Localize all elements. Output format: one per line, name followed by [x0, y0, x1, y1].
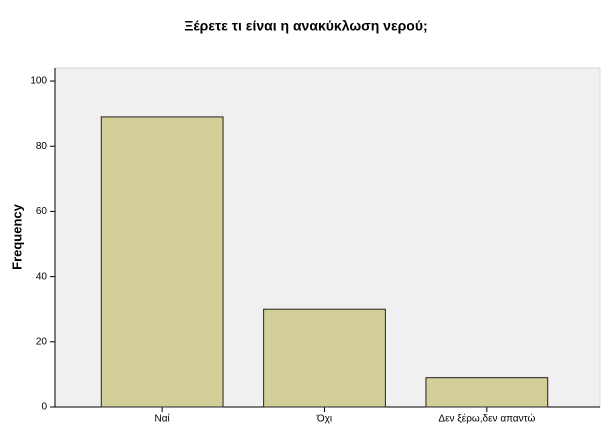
- y-axis-label: Frequency: [9, 203, 24, 270]
- x-tick-label: Ναί: [155, 413, 171, 425]
- y-tick-label: 80: [36, 141, 48, 152]
- y-tick-label: 20: [36, 336, 48, 347]
- bar: [100, 116, 224, 408]
- chart-title: Ξέρετε τι είναι η ανακύκλωση νερού;: [184, 18, 427, 34]
- x-tick-label: Δεν ξέρω,δεν απαντώ: [438, 413, 535, 425]
- y-tick-label: 60: [36, 206, 48, 217]
- y-tick-label: 0: [41, 402, 47, 413]
- y-tick-label: 100: [30, 76, 47, 87]
- y-tick-label: 40: [36, 271, 48, 282]
- x-tick-label: Όχι: [316, 414, 332, 425]
- bar: [425, 377, 549, 408]
- bar: [263, 308, 386, 408]
